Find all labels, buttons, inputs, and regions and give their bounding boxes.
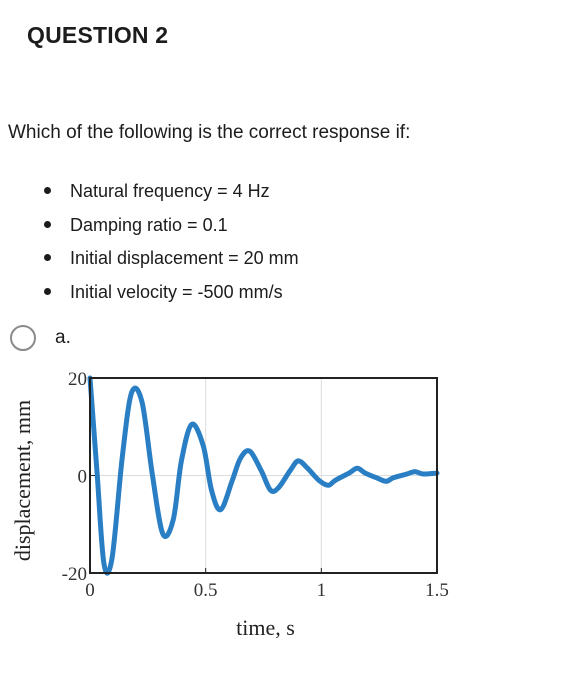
- condition-initial-displacement: Initial displacement = 20 mm: [70, 248, 299, 268]
- chart-x-axis-label: time, s: [236, 615, 295, 640]
- bullet-icon: [44, 220, 51, 228]
- y-tick-label: -20: [62, 564, 87, 585]
- chart-y-axis-label: displacement, mm: [10, 400, 35, 561]
- condition-natural-frequency: Natural frequency = 4 Hz: [70, 181, 270, 201]
- option-a-label: a.: [55, 327, 71, 348]
- x-tick-label: 0: [85, 580, 95, 601]
- y-tick-label: 0: [78, 467, 88, 488]
- chart-y-ticks: -20 0 20: [62, 369, 95, 585]
- bullet-icon: [44, 254, 51, 261]
- list-item: Damping ratio = 0.1: [36, 212, 299, 246]
- list-item: Initial velocity = -500 mm/s: [36, 279, 299, 313]
- x-tick-label: 1.5: [425, 580, 449, 601]
- bullet-icon: [44, 187, 51, 194]
- displacement-series-line: [87, 375, 440, 576]
- bullet-icon: [44, 287, 51, 295]
- y-tick-label: 20: [68, 369, 87, 390]
- x-tick-label: 0.5: [194, 580, 218, 601]
- answer-option-a[interactable]: a.: [10, 325, 71, 351]
- condition-damping-ratio: Damping ratio = 0.1: [70, 214, 228, 235]
- chart-series: [87, 375, 440, 576]
- question-heading: QUESTION 2: [27, 22, 169, 48]
- question-prompt: Which of the following is the correct re…: [8, 122, 411, 143]
- condition-initial-velocity: Initial velocity = -500 mm/s: [70, 281, 283, 302]
- option-a-radio[interactable]: [10, 325, 36, 351]
- list-item: Natural frequency = 4 Hz: [36, 178, 299, 212]
- chart-x-ticks: 0 0.5 1 1.5: [85, 568, 449, 601]
- x-tick-label: 1: [317, 580, 327, 601]
- conditions-list: Natural frequency = 4 Hz Damping ratio =…: [36, 178, 299, 312]
- list-item: Initial displacement = 20 mm: [36, 245, 299, 279]
